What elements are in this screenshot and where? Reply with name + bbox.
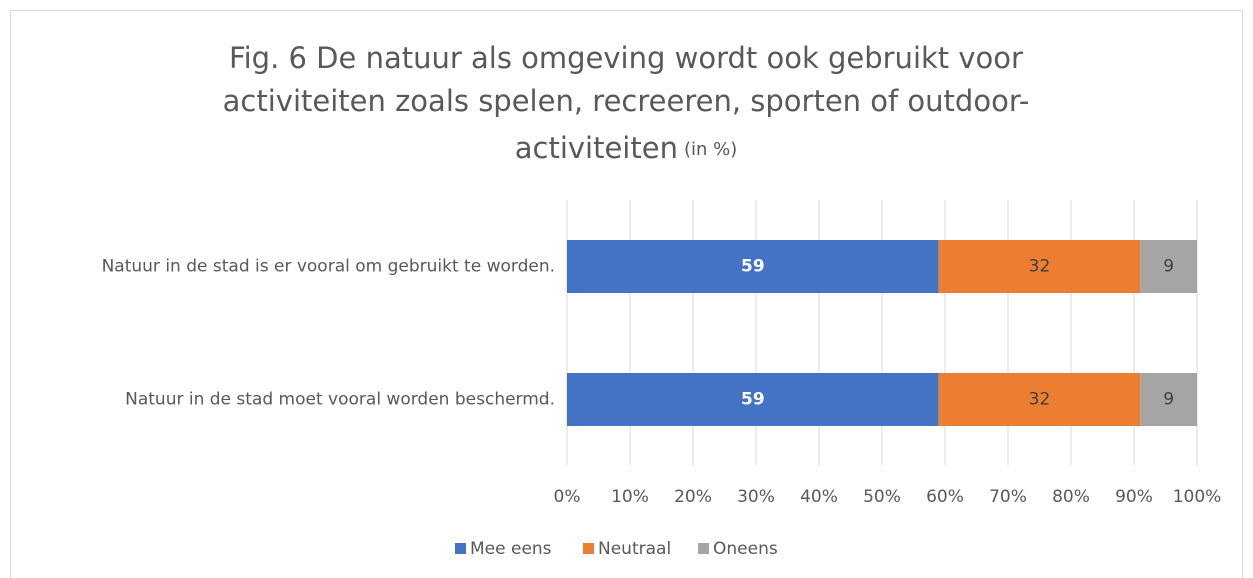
legend-swatch [583, 543, 594, 554]
y-tick-label: Natuur in de stad is er vooral om gebrui… [102, 257, 555, 277]
x-tick-label: 60% [926, 487, 964, 507]
chart-title-line: activiteiten [515, 131, 678, 165]
legend-label: Mee eens [470, 539, 552, 559]
x-tick-label: 10% [611, 487, 649, 507]
bar-segment [1140, 373, 1197, 426]
x-tick-label: 70% [989, 487, 1027, 507]
x-tick-label: 80% [1052, 487, 1090, 507]
x-tick-label: 50% [863, 487, 901, 507]
chart-title: activiteiten zoals spelen, recreeren, sp… [223, 84, 1030, 118]
legend-label: Neutraal [598, 539, 671, 559]
data-label: 59 [741, 257, 765, 277]
bar-segment [567, 240, 939, 293]
chart-title-suffix: (in %) [684, 139, 737, 160]
chart-frame [10, 10, 1243, 578]
data-label: 9 [1163, 257, 1174, 277]
bar-segment [567, 373, 939, 426]
chart-title-line: Fig. 6 De natuur als omgeving wordt ook … [229, 41, 1023, 75]
legend-swatch [455, 543, 466, 554]
data-label: 9 [1163, 390, 1174, 410]
x-tick-label: 40% [800, 487, 838, 507]
x-tick-label: 30% [737, 487, 775, 507]
bar-segment [1140, 240, 1197, 293]
x-tick-label: 100% [1173, 487, 1222, 507]
legend-label: Oneens [713, 539, 778, 559]
data-label: 59 [741, 390, 765, 410]
chart-title: activiteiten (in %) [515, 131, 738, 165]
x-tick-label: 90% [1115, 487, 1153, 507]
x-tick-label: 20% [674, 487, 712, 507]
chart-title-line: activiteiten zoals spelen, recreeren, sp… [223, 84, 1030, 118]
chart-title: Fig. 6 De natuur als omgeving wordt ook … [229, 41, 1023, 75]
bar-segment [938, 240, 1141, 293]
bar-segment [938, 373, 1141, 426]
y-tick-label: Natuur in de stad moet vooral worden bes… [125, 390, 555, 410]
x-tick-label: 0% [554, 487, 581, 507]
data-label: 32 [1029, 257, 1051, 277]
legend-swatch [698, 543, 709, 554]
data-label: 32 [1029, 390, 1051, 410]
